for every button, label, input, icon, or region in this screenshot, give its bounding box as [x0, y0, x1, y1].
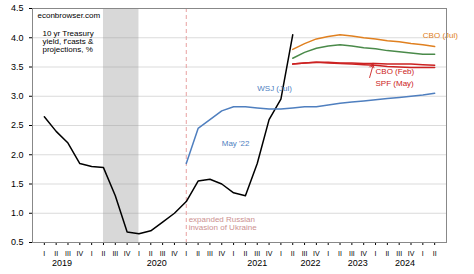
svg-text:I: I: [43, 250, 45, 257]
svg-text:III: III: [254, 250, 260, 257]
svg-text:I: I: [233, 250, 235, 257]
svg-text:I: I: [185, 250, 187, 257]
svg-text:expanded Russianinvasion of Uk: expanded Russianinvasion of Ukraine: [189, 215, 258, 232]
svg-text:IV: IV: [266, 250, 273, 257]
svg-text:2023: 2023: [348, 258, 368, 268]
svg-text:econbrowser.com: econbrowser.com: [38, 11, 101, 20]
svg-text:III: III: [65, 250, 71, 257]
svg-text:III: III: [112, 250, 118, 257]
svg-text:May '22: May '22: [222, 139, 250, 148]
svg-text:II: II: [196, 250, 200, 257]
svg-text:IV: IV: [360, 250, 367, 257]
svg-text:III: III: [349, 250, 355, 257]
svg-text:IV: IV: [77, 250, 84, 257]
svg-text:2019: 2019: [52, 258, 72, 268]
svg-text:2022: 2022: [300, 258, 320, 268]
svg-text:I: I: [91, 250, 93, 257]
svg-text:IV: IV: [313, 250, 320, 257]
svg-text:2.5: 2.5: [11, 120, 24, 130]
svg-text:SPF (May): SPF (May): [376, 79, 415, 88]
svg-text:III: III: [396, 250, 402, 257]
svg-text:II: II: [54, 250, 58, 257]
svg-text:III: III: [207, 250, 213, 257]
svg-text:10 yr Treasuryyield, f'casts &: 10 yr Treasuryyield, f'casts &projection…: [43, 29, 95, 54]
svg-text:1.0: 1.0: [11, 208, 24, 218]
svg-text:4.5: 4.5: [11, 3, 24, 13]
svg-text:2020: 2020: [147, 258, 167, 268]
svg-text:III: III: [302, 250, 308, 257]
svg-text:I: I: [422, 250, 424, 257]
svg-text:I: I: [375, 250, 377, 257]
svg-text:4.0: 4.0: [11, 33, 24, 43]
svg-text:I: I: [280, 250, 282, 257]
svg-text:WSJ (Jul): WSJ (Jul): [257, 84, 292, 93]
svg-text:2.0: 2.0: [11, 150, 24, 160]
svg-text:I: I: [138, 250, 140, 257]
svg-text:IV: IV: [124, 250, 131, 257]
svg-text:1.5: 1.5: [11, 179, 24, 189]
svg-text:III: III: [160, 250, 166, 257]
svg-text:II: II: [291, 250, 295, 257]
svg-text:3.5: 3.5: [11, 62, 24, 72]
svg-text:II: II: [102, 250, 106, 257]
svg-text:II: II: [433, 250, 437, 257]
svg-text:I: I: [327, 250, 329, 257]
svg-text:II: II: [338, 250, 342, 257]
svg-text:II: II: [149, 250, 153, 257]
svg-text:CBO (Jul): CBO (Jul): [423, 31, 458, 40]
svg-text:II: II: [385, 250, 389, 257]
svg-text:2024: 2024: [395, 258, 415, 268]
svg-text:0.5: 0.5: [11, 237, 24, 247]
svg-text:CBO (Feb): CBO (Feb): [376, 67, 415, 76]
svg-text:IV: IV: [171, 250, 178, 257]
svg-text:IV: IV: [408, 250, 415, 257]
svg-text:II: II: [243, 250, 247, 257]
svg-text:3.0: 3.0: [11, 91, 24, 101]
svg-text:IV: IV: [218, 250, 225, 257]
svg-text:2021: 2021: [247, 258, 267, 268]
